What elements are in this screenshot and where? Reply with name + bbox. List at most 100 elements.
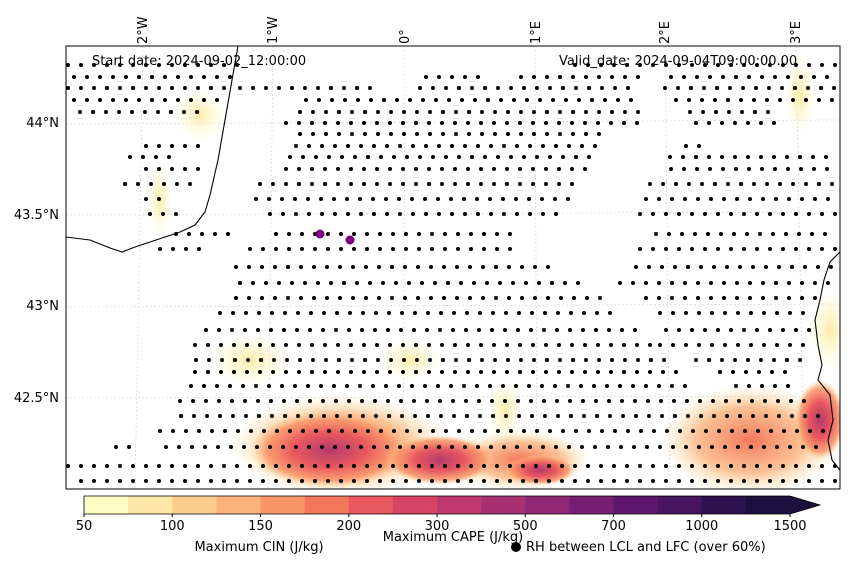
- rh-dot: [310, 370, 314, 374]
- rh-dot: [703, 63, 707, 67]
- rh-dot: [365, 464, 369, 468]
- rh-dot: [209, 63, 213, 67]
- rh-dot: [260, 265, 264, 269]
- rh-dot: [443, 232, 447, 236]
- rh-dot: [267, 384, 271, 388]
- rh-dot: [171, 429, 175, 433]
- rh-dot: [258, 182, 262, 186]
- rh-dot: [752, 98, 756, 102]
- rh-dot: [229, 445, 233, 449]
- rh-dot: [800, 296, 804, 300]
- rh-dot: [826, 197, 830, 201]
- rh-dot: [144, 464, 148, 468]
- rh-dot: [376, 110, 380, 114]
- rh-dot: [399, 399, 403, 403]
- rh-dot: [365, 247, 369, 251]
- rh-dot: [791, 98, 795, 102]
- cape-label: Maximum CAPE (J/kg): [383, 530, 523, 545]
- rh-dot: [564, 98, 568, 102]
- rh-dot: [503, 399, 507, 403]
- rh-dot: [833, 479, 837, 483]
- rh-dot: [203, 445, 207, 449]
- rh-dot: [723, 311, 727, 315]
- rh-dot: [389, 132, 393, 136]
- colorbar-outline: [83, 495, 822, 515]
- rh-dot: [345, 384, 349, 388]
- rh-dot: [105, 479, 109, 483]
- rh-dot: [456, 464, 460, 468]
- rh-dot: [681, 155, 685, 159]
- rh-dot: [204, 328, 208, 332]
- rh-dot: [431, 155, 435, 159]
- rh-dot: [742, 464, 746, 468]
- rh-dot: [349, 182, 353, 186]
- rh-dot: [433, 281, 437, 285]
- rh-dot: [612, 63, 616, 67]
- rh-dot: [299, 296, 303, 300]
- rh-dot: [197, 429, 201, 433]
- rh-dot: [788, 311, 792, 315]
- rh-dot: [494, 265, 498, 269]
- rh-dot: [607, 399, 611, 403]
- rh-dot: [143, 110, 147, 114]
- rh-dot: [312, 265, 316, 269]
- rh-dot: [768, 479, 772, 483]
- rh-dot: [759, 121, 763, 125]
- rh-dot: [384, 384, 388, 388]
- rh-dot: [799, 75, 803, 79]
- rh-dot: [117, 110, 121, 114]
- rh-dot: [391, 464, 395, 468]
- rh-dot: [329, 86, 333, 90]
- rh-dot: [323, 121, 327, 125]
- rh-dot: [787, 296, 791, 300]
- rh-dot: [554, 144, 558, 148]
- rh-dot: [677, 63, 681, 67]
- rh-dot: [739, 98, 743, 102]
- rh-dot: [814, 445, 818, 449]
- rh-dot: [200, 232, 204, 236]
- rh-dot: [427, 343, 431, 347]
- rh-dot: [740, 110, 744, 114]
- rh-dot: [283, 311, 287, 315]
- rh-dot: [313, 479, 317, 483]
- rh-dot: [771, 232, 775, 236]
- rh-dot: [319, 197, 323, 201]
- rh-dot: [607, 328, 611, 332]
- rh-dot: [531, 121, 535, 125]
- rh-dot: [742, 479, 746, 483]
- rh-dot: [504, 414, 508, 418]
- rh-dot: [519, 75, 523, 79]
- rh-dot: [492, 182, 496, 186]
- rh-dot: [674, 182, 678, 186]
- rh-dot: [404, 247, 408, 251]
- rh-dot: [689, 86, 693, 90]
- rh-dot: [769, 429, 773, 433]
- rh-dot: [254, 384, 258, 388]
- rh-dot: [307, 445, 311, 449]
- rh-dot: [325, 296, 329, 300]
- rh-dot: [821, 429, 825, 433]
- rh-dot: [729, 212, 733, 216]
- rh-dot: [174, 212, 178, 216]
- rh-dot: [481, 265, 485, 269]
- rh-dot: [807, 247, 811, 251]
- rh-dot: [738, 265, 742, 269]
- rh-dot: [482, 247, 486, 251]
- rh-dot: [677, 464, 681, 468]
- rh-dot: [131, 86, 135, 90]
- rh-dot: [295, 399, 299, 403]
- rh-dot: [693, 232, 697, 236]
- rh-dot: [678, 429, 682, 433]
- rh-dot: [788, 343, 792, 347]
- rh-dot: [215, 75, 219, 79]
- rh-dot: [495, 464, 499, 468]
- rh-dot: [524, 281, 528, 285]
- rh-dot: [790, 265, 794, 269]
- rh-dot: [543, 414, 547, 418]
- lon-label: 3°E: [789, 21, 804, 44]
- rh-dot: [573, 479, 577, 483]
- rh-dot: [169, 110, 173, 114]
- rh-dot: [141, 155, 145, 159]
- rh-dot: [339, 232, 343, 236]
- rh-dot: [480, 132, 484, 136]
